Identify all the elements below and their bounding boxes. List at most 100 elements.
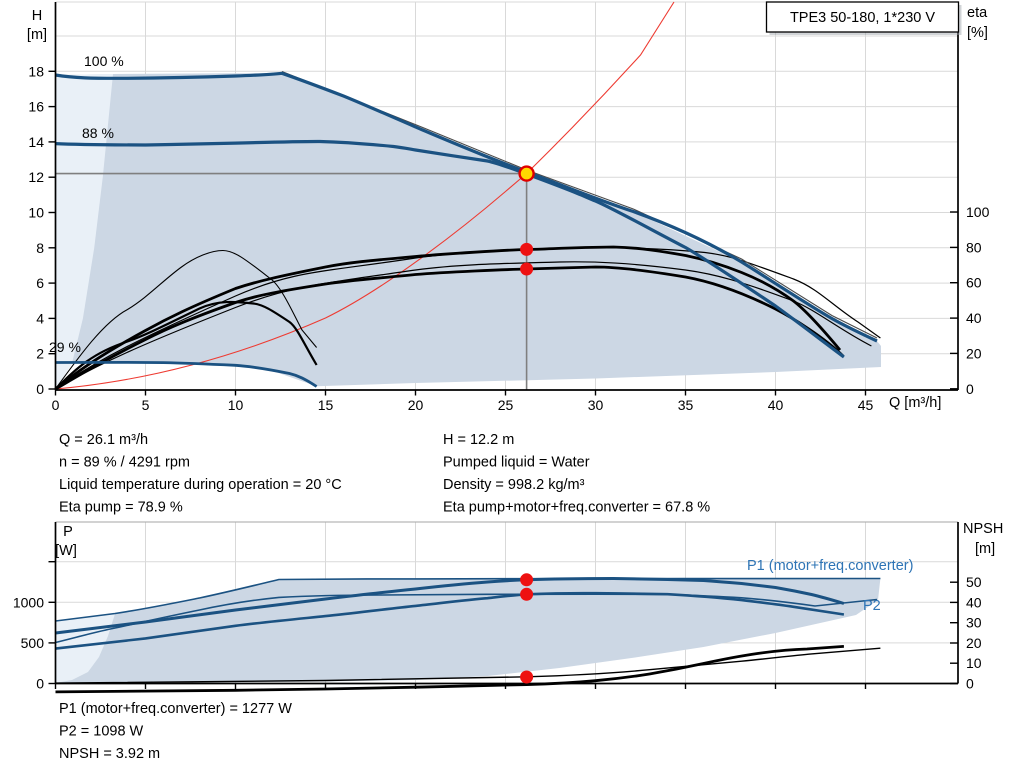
eta-pump-duty-dot: [520, 242, 534, 256]
npsh-curves: [55, 645, 881, 694]
q-tick: 10: [228, 397, 244, 413]
npsh-tick: 10: [966, 655, 982, 671]
h-tick: 6: [36, 275, 44, 291]
eta-curves: [54, 245, 881, 391]
info-pumped-liquid: Pumped liquid = Water: [443, 455, 590, 471]
eta-axis-title: eta: [967, 5, 988, 21]
npsh-thin-curve: [55, 647, 881, 684]
result-p1: P1 (motor+freq.converter) = 1277 W: [59, 701, 292, 717]
q-axis-title: Q [m³/h]: [889, 395, 941, 411]
npsh-tick: 20: [966, 635, 982, 651]
q-tick: 5: [142, 397, 150, 413]
h-tick: 14: [28, 134, 44, 150]
speed-29-curve: [55, 360, 318, 388]
p2-duty-curve: [55, 591, 845, 650]
power-npsh-chart: 0 500 1000 0 10 20 30 40 50 P [W] NPSH […: [13, 521, 1003, 694]
info-eta-pump: Eta pump = 78.9 %: [59, 500, 183, 516]
hq-axes: [54, 2, 959, 391]
eta-tick: 0: [966, 381, 974, 397]
q-tick: 45: [858, 397, 874, 413]
npsh-axis-labels: 0 10 20 30 40 50: [966, 574, 982, 691]
q-tick: 25: [498, 397, 514, 413]
h-axis-unit: [m]: [27, 27, 47, 43]
speed-29-label: 29 %: [49, 339, 81, 355]
result-npsh: NPSH = 3.92 m: [59, 746, 160, 762]
duty-point-marker: [518, 165, 535, 182]
q-tick: 40: [768, 397, 784, 413]
eta-tick: 80: [966, 239, 982, 255]
npsh-duty-dot: [520, 670, 534, 684]
hq-low-flow-wedge: [55, 74, 113, 389]
speed-100-label: 100 %: [84, 53, 124, 69]
eta-axis-labels: 0 20 40 60 80 100: [966, 204, 990, 397]
power-ticks: [48, 561, 958, 689]
h-tick: 16: [28, 99, 44, 115]
power-envelope: [55, 578, 881, 683]
q-tick: 20: [408, 397, 424, 413]
info-q: Q = 26.1 m³/h: [59, 432, 148, 448]
h-tick: 2: [36, 346, 44, 362]
info-eta-total: Eta pump+motor+freq.converter = 67.8 %: [443, 500, 710, 516]
npsh-axis-unit: [m]: [975, 541, 995, 557]
p2-duty-dot: [520, 587, 534, 601]
h-tick: 10: [28, 205, 44, 221]
eta-axis-unit: [%]: [967, 25, 988, 41]
q-tick: 35: [678, 397, 694, 413]
result-p2: P2 = 1098 W: [59, 724, 144, 740]
title-box: TPE3 50-180, 1*230 V: [765, 1, 962, 35]
eta-tick: 100: [966, 204, 990, 220]
info-liquid-temp: Liquid temperature during operation = 20…: [59, 477, 342, 493]
p1-curve-label: P1 (motor+freq.converter): [747, 558, 913, 574]
q-axis-labels: 0 5 10 15 20 25 30 35 40 45 Q [m³/h]: [52, 395, 942, 413]
info-density: Density = 998.2 kg/m³: [443, 477, 585, 493]
npsh-tick: 40: [966, 594, 982, 610]
q-tick: 15: [318, 397, 334, 413]
eta-pump-duty-curve: [54, 245, 842, 391]
speed-88-label: 88 %: [82, 125, 114, 141]
results-panel: P1 (motor+freq.converter) = 1277 W P2 = …: [59, 701, 292, 762]
h-axis-labels: 0 2 4 6 8 10 12 14 16 18: [28, 63, 44, 397]
p1-duty-dot: [520, 573, 534, 587]
p1-100-curve: [55, 577, 881, 622]
h-axis-title: H: [32, 8, 42, 24]
p-tick: 500: [21, 635, 45, 651]
eta-tick: 20: [966, 345, 982, 361]
speed-88-curve: [55, 139, 845, 359]
npsh-axis-title: NPSH: [963, 521, 1003, 537]
pump-title: TPE3 50-180, 1*230 V: [790, 10, 935, 26]
h-tick: 12: [28, 169, 44, 185]
p-axis-unit: [W]: [55, 543, 77, 559]
eta-total-100-curve: [55, 261, 872, 390]
q-tick: 0: [52, 397, 60, 413]
duty-info-panel: Q = 26.1 m³/h n = 89 % / 4291 rpm Liquid…: [59, 432, 710, 516]
h-tick: 18: [28, 63, 44, 79]
system-curve: [55, 1, 675, 390]
info-h: H = 12.2 m: [443, 432, 514, 448]
eta-29-total-curve: [54, 300, 318, 390]
speed-100-curve: [55, 71, 878, 343]
hq-operating-envelope: [55, 73, 881, 387]
p-axis-title: P: [63, 524, 73, 540]
h-tick: 4: [36, 310, 44, 326]
p-tick: 0: [36, 676, 44, 692]
npsh-tick: 0: [966, 676, 974, 692]
h-tick: 8: [36, 240, 44, 256]
envelope-top-edge: [281, 70, 878, 339]
info-n: n = 89 % / 4291 rpm: [59, 455, 190, 471]
eta-tick: 40: [966, 310, 982, 326]
speed-curves: [55, 70, 878, 388]
npsh-tick: 30: [966, 615, 982, 631]
eta-total-duty-dot: [520, 262, 534, 276]
hq-ticks: [48, 70, 958, 396]
duty-marker-lines: [55, 172, 528, 390]
eta-29-thin-curve: [55, 249, 318, 390]
h-tick: 0: [36, 381, 44, 397]
npsh-tick: 50: [966, 574, 982, 590]
p2-curve-label: P2: [863, 598, 881, 614]
eta-total-duty-curve: [54, 265, 844, 391]
hq-chart: 0 2 4 6 8 10 12 14 16 18 0 5 10 15 20 25…: [27, 1, 990, 413]
p-tick: 1000: [13, 594, 44, 610]
p-axis-labels: 0 500 1000: [13, 594, 44, 691]
eta-tick: 60: [966, 275, 982, 291]
